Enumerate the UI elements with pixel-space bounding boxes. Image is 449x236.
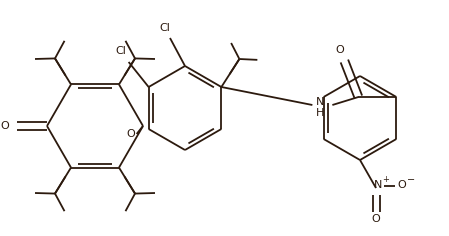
Text: O: O xyxy=(398,180,406,190)
Text: N: N xyxy=(374,180,382,190)
Text: Cl: Cl xyxy=(115,46,126,56)
Text: Cl: Cl xyxy=(159,23,171,33)
Text: O: O xyxy=(372,214,380,224)
Text: O: O xyxy=(126,129,135,139)
Text: O: O xyxy=(335,45,344,55)
Text: N: N xyxy=(316,97,325,107)
Text: H: H xyxy=(316,108,325,118)
Text: −: − xyxy=(407,175,415,185)
Text: +: + xyxy=(383,176,389,185)
Text: O: O xyxy=(0,121,9,131)
